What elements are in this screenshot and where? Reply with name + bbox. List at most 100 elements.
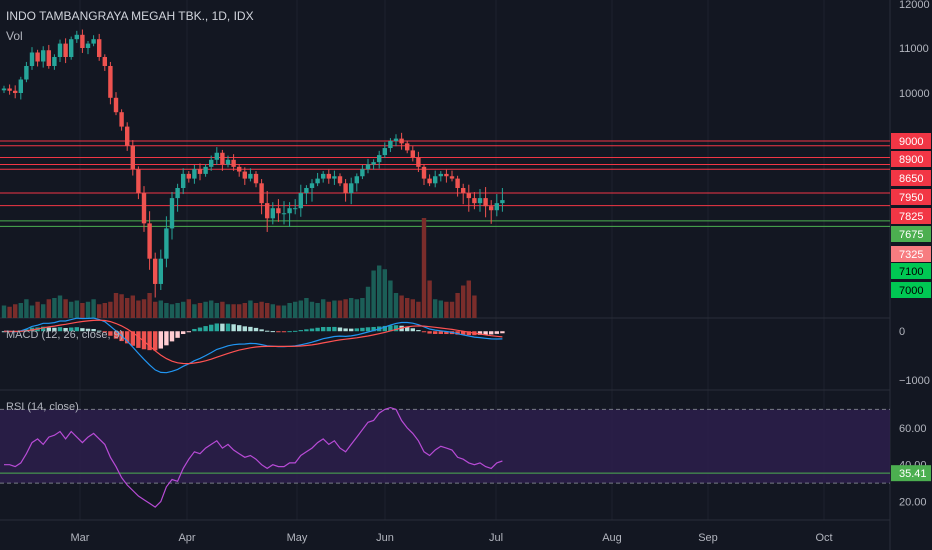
macd-histogram-bar: [298, 330, 303, 332]
volume-bar: [203, 301, 208, 318]
macd-histogram-bar: [97, 330, 102, 332]
rsi-tick-label: 60.00: [899, 423, 927, 435]
candle-body: [365, 164, 371, 170]
candle-body: [332, 176, 337, 179]
candle-body: [237, 166, 242, 172]
candle-body: [276, 208, 281, 214]
price-extra-label-bg: [891, 282, 931, 298]
volume-bar: [102, 303, 107, 318]
volume-bar: [365, 286, 371, 318]
volume-bar: [225, 304, 231, 318]
volume-bar: [438, 300, 443, 318]
macd-histogram-bar: [231, 324, 236, 332]
candle-body: [494, 203, 499, 211]
volume-bar: [337, 300, 343, 318]
candle-body: [371, 162, 376, 165]
macd-histogram-bar: [349, 328, 354, 332]
macd-histogram-bar: [136, 331, 141, 348]
macd-histogram-bar: [489, 331, 494, 335]
candle-body: [472, 198, 477, 204]
rsi-pane: [0, 406, 890, 508]
volume-bar: [472, 295, 477, 318]
candle-body: [265, 203, 270, 219]
volume-bar: [265, 303, 270, 318]
candle-body: [52, 57, 57, 66]
candle-body: [231, 159, 236, 167]
price-extra-label-bg: [891, 263, 931, 279]
candle-body: [69, 39, 74, 57]
volume-bar: [281, 305, 287, 318]
macd-histogram-bar: [153, 331, 158, 351]
volume-bar: [326, 301, 331, 318]
candle-body: [192, 169, 197, 179]
candle-body: [287, 208, 292, 214]
rsi-last-value-label: 35.41: [899, 468, 927, 480]
candle-body: [141, 193, 147, 224]
macd-histogram-bar: [466, 331, 471, 336]
price-tick-label: 11000: [899, 43, 929, 55]
chart-title: INDO TAMBANGRAYA MEGAH TBK., 1D, IDX: [6, 9, 254, 23]
candle-body: [293, 208, 298, 210]
candle-body: [102, 57, 107, 66]
macd-histogram-bar: [433, 331, 438, 334]
macd-histogram-bar: [181, 331, 186, 335]
volume-bar: [125, 298, 130, 318]
rsi-band: [0, 409, 890, 484]
volume-bar: [169, 304, 175, 318]
volume-bar: [24, 299, 29, 318]
candle-body: [125, 126, 130, 146]
candle-body: [147, 223, 152, 259]
macd-histogram-bar: [130, 331, 135, 346]
time-tick-label: Apr: [178, 532, 195, 544]
macd-histogram-bar: [242, 326, 247, 332]
macd-histogram-bar: [365, 327, 371, 332]
candle-body: [259, 183, 264, 204]
candle-body: [388, 141, 393, 149]
volume-bar: [455, 293, 460, 318]
rsi-line: [4, 406, 503, 508]
volume-bar: [164, 303, 169, 318]
volume-bar: [186, 299, 191, 318]
candle-body: [74, 34, 79, 40]
macd-histogram-bar: [304, 329, 309, 332]
price-level-label: 7950: [899, 192, 923, 204]
candle-body: [500, 200, 505, 204]
candle-body: [248, 173, 253, 179]
volume-bar: [461, 285, 466, 318]
volume-bar: [399, 295, 404, 318]
candle-body: [483, 198, 488, 207]
candle-body: [461, 188, 466, 194]
candle-body: [186, 173, 191, 179]
macd-histogram-bar: [438, 331, 443, 334]
macd-histogram-bar: [63, 328, 68, 332]
volume-bar: [405, 298, 410, 318]
rsi-label: RSI (14, close): [6, 401, 79, 413]
macd-histogram-bar: [175, 331, 180, 338]
candle-body: [97, 39, 102, 57]
candle-body: [13, 90, 18, 93]
macd-histogram-bar: [477, 331, 483, 335]
macd-histogram-bar: [237, 325, 242, 332]
candle-body: [444, 173, 449, 177]
volume-bar: [91, 299, 96, 318]
volume-bar: [175, 303, 180, 318]
candle-body: [169, 198, 175, 229]
signal-line: [3, 319, 503, 365]
macd-histogram-bar: [309, 328, 315, 332]
volume-bar: [276, 305, 281, 318]
macd-histogram-bar: [332, 326, 337, 332]
price-level-label-bg: [891, 170, 931, 186]
price-extra-label: 7325: [899, 249, 923, 261]
candle-body: [304, 188, 309, 194]
candle-body: [153, 258, 158, 284]
macd-label: MACD (12, 26, close, 9): [6, 329, 124, 341]
price-level-label: 7825: [899, 211, 923, 223]
volume-bar: [41, 304, 46, 318]
macd-histogram-bar: [108, 331, 113, 336]
candle-body: [393, 138, 399, 141]
macd-histogram-bar: [270, 331, 275, 333]
macd-histogram-bar: [354, 328, 359, 332]
candle-body: [326, 173, 331, 179]
macd-tick-label: −1000: [899, 375, 930, 387]
